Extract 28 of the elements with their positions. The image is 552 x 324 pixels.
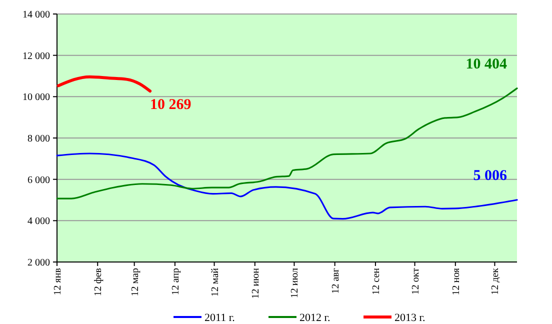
line-series bbox=[56, 75, 152, 93]
y-tick-label: 10 000 bbox=[22, 92, 50, 104]
y-tick-label: 8 000 bbox=[28, 134, 50, 144]
x-tick-label: 12 фев bbox=[93, 268, 104, 296]
y-tick-label: 4 000 bbox=[28, 216, 50, 228]
x-tick-label: 12 сен bbox=[370, 267, 382, 295]
x-tick-label: 12 дек bbox=[490, 268, 502, 295]
data-label: 10 404 bbox=[466, 56, 508, 72]
x-tick-label: 12 июн bbox=[250, 267, 262, 299]
y-tick-label: 12 000 bbox=[22, 50, 50, 62]
y-tick-label: 2 000 bbox=[28, 258, 50, 268]
x-tick-label: 12 мар bbox=[130, 268, 141, 296]
x-tick-label: 12 июл bbox=[290, 268, 301, 298]
legend-label: 2011 г. bbox=[204, 312, 236, 324]
data-label: 5 006 bbox=[473, 168, 508, 184]
y-tick-label: 6 000 bbox=[28, 174, 50, 186]
x-tick-label: 12 май bbox=[210, 267, 221, 297]
legend-label: 2012 г. bbox=[300, 312, 331, 324]
data-label: 10 269 bbox=[150, 97, 192, 114]
y-tick-label: 14 000 bbox=[22, 10, 50, 20]
x-tick-label: 12 авг bbox=[330, 268, 342, 294]
line-series bbox=[56, 88, 518, 200]
x-tick-label: 12 янв bbox=[52, 268, 64, 296]
x-tick-label: 12 ноя bbox=[450, 268, 462, 296]
legend-label: 2013 г. bbox=[394, 312, 426, 324]
x-tick-label: 12 окт bbox=[410, 267, 422, 295]
line-series bbox=[56, 152, 518, 220]
x-tick-label: 12 апр bbox=[170, 268, 182, 296]
